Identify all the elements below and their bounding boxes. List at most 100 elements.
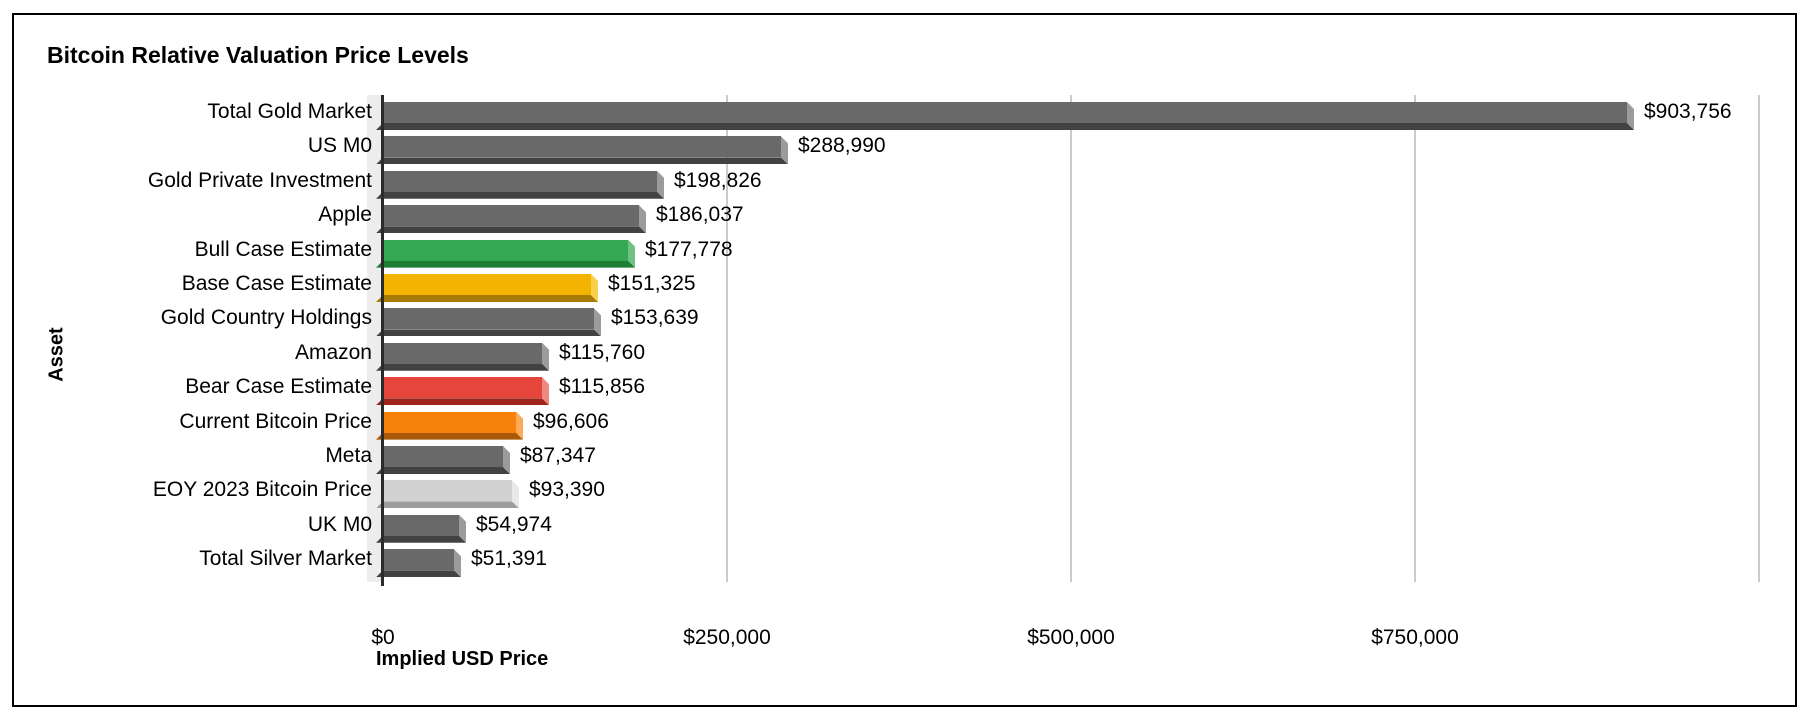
chart-bar-row: UK M0 $54,974: [0, 509, 1810, 543]
bar-side-facet: [657, 170, 664, 199]
bar-bottom-facet: [376, 157, 788, 164]
bar-face: [383, 549, 454, 571]
bar[interactable]: [376, 170, 664, 199]
bar[interactable]: [376, 136, 788, 165]
bar-face: [383, 342, 542, 364]
bar-side-facet: [594, 308, 601, 337]
category-label: Total Gold Market: [207, 100, 372, 123]
chart-title: Bitcoin Relative Valuation Price Levels: [47, 42, 469, 68]
bar-side-facet: [781, 136, 788, 165]
category-label: UK M0: [307, 512, 372, 536]
bar[interactable]: [376, 411, 523, 440]
chart-bar-row: Total Gold Market $903,756: [0, 96, 1810, 130]
value-label: $93,390: [529, 478, 605, 502]
bar-face: [383, 205, 639, 227]
bar-bottom-facet: [376, 329, 601, 336]
bar-bottom-facet: [376, 226, 646, 233]
chart-bar-row: Bear Case Estimate $115,856: [0, 371, 1810, 406]
chart-bar-row: Base Case Estimate $151,325: [0, 268, 1810, 302]
category-label: Gold Country Holdings: [160, 306, 372, 330]
bar-side-facet: [1627, 102, 1634, 130]
category-label: Gold Private Investment: [147, 168, 372, 192]
y-axis-title: Asset: [45, 327, 68, 382]
bar-bottom-facet: [376, 467, 510, 474]
value-label: $51,391: [471, 547, 547, 571]
bar-face: [383, 446, 503, 467]
bar[interactable]: [376, 446, 510, 474]
bar-bottom-facet: [376, 501, 519, 508]
bar-side-facet: [639, 205, 646, 234]
bar[interactable]: [376, 480, 519, 509]
bar-face: [383, 377, 542, 399]
x-tick-label: $500,000: [1027, 626, 1115, 649]
y-axis-line: [381, 95, 384, 586]
chart-bar-row: Apple $186,037: [0, 199, 1810, 234]
bar-side-facet: [628, 239, 635, 268]
bar-side-facet: [454, 549, 461, 578]
x-tick-label: $750,000: [1371, 626, 1459, 649]
bar-face: [383, 136, 781, 158]
bar-bottom-facet: [376, 295, 598, 302]
value-label: $198,826: [674, 168, 762, 192]
category-label: Amazon: [294, 340, 372, 364]
chart-bar-row: Gold Private Investment $198,826: [0, 165, 1810, 199]
bar-face: [383, 514, 459, 536]
bar[interactable]: [376, 549, 461, 578]
bar[interactable]: [376, 205, 646, 234]
bar-bottom-facet: [376, 433, 523, 440]
bar-bottom-facet: [376, 536, 466, 543]
bar-bottom-facet: [376, 364, 549, 371]
chart-bar-row: Meta $87,347: [0, 440, 1810, 474]
bar-bottom-facet: [376, 123, 1634, 130]
bar-face: [383, 308, 594, 330]
gridline: [1414, 95, 1416, 582]
category-label: Bull Case Estimate: [194, 237, 372, 261]
category-label: Total Silver Market: [199, 547, 372, 571]
value-label: $903,756: [1644, 100, 1732, 123]
y-axis-highlight-band: [367, 95, 382, 582]
value-label: $153,639: [611, 306, 699, 330]
bar[interactable]: [376, 342, 549, 371]
bar-face: [383, 411, 516, 433]
bar-side-facet: [512, 480, 519, 509]
chart-bar-row: EOY 2023 Bitcoin Price $93,390: [0, 474, 1810, 509]
bar-side-facet: [503, 446, 510, 474]
bar[interactable]: [376, 377, 549, 406]
value-label: $177,778: [645, 237, 733, 261]
category-label: Meta: [325, 444, 372, 467]
category-label: Base Case Estimate: [181, 272, 372, 295]
gridline: [1070, 95, 1072, 582]
bar-side-facet: [542, 342, 549, 371]
x-axis-title: Implied USD Price: [376, 648, 549, 670]
bar[interactable]: [376, 514, 466, 543]
category-label: US M0: [307, 134, 372, 158]
bar-face: [383, 274, 591, 295]
bar[interactable]: [376, 239, 635, 268]
value-label: $186,037: [656, 203, 744, 227]
x-tick-label: $250,000: [683, 626, 771, 649]
chart-bar-row: Amazon $115,760: [0, 337, 1810, 371]
category-label: Apple: [318, 203, 372, 227]
bar[interactable]: [376, 102, 1634, 130]
chart-bar-row: Current Bitcoin Price $96,606: [0, 406, 1810, 440]
value-label: $96,606: [533, 409, 609, 433]
chart-bar-row: US M0 $288,990: [0, 130, 1810, 165]
gridline: [1758, 95, 1760, 582]
bar[interactable]: [376, 308, 601, 337]
bar-face: [383, 239, 628, 261]
value-label: $87,347: [520, 444, 596, 467]
bar-face: [383, 102, 1627, 123]
chart-bar-row: Bull Case Estimate $177,778: [0, 234, 1810, 268]
bar-side-facet: [542, 377, 549, 406]
value-label: $115,760: [559, 340, 646, 364]
category-label: EOY 2023 Bitcoin Price: [152, 478, 372, 502]
bar-face: [383, 170, 657, 192]
value-label: $115,856: [559, 375, 646, 399]
bar-bottom-facet: [376, 398, 549, 405]
bar-bottom-facet: [376, 192, 664, 199]
value-label: $54,974: [476, 512, 552, 536]
bar[interactable]: [376, 274, 598, 302]
category-label: Bear Case Estimate: [185, 375, 372, 399]
bar-side-facet: [459, 514, 466, 543]
